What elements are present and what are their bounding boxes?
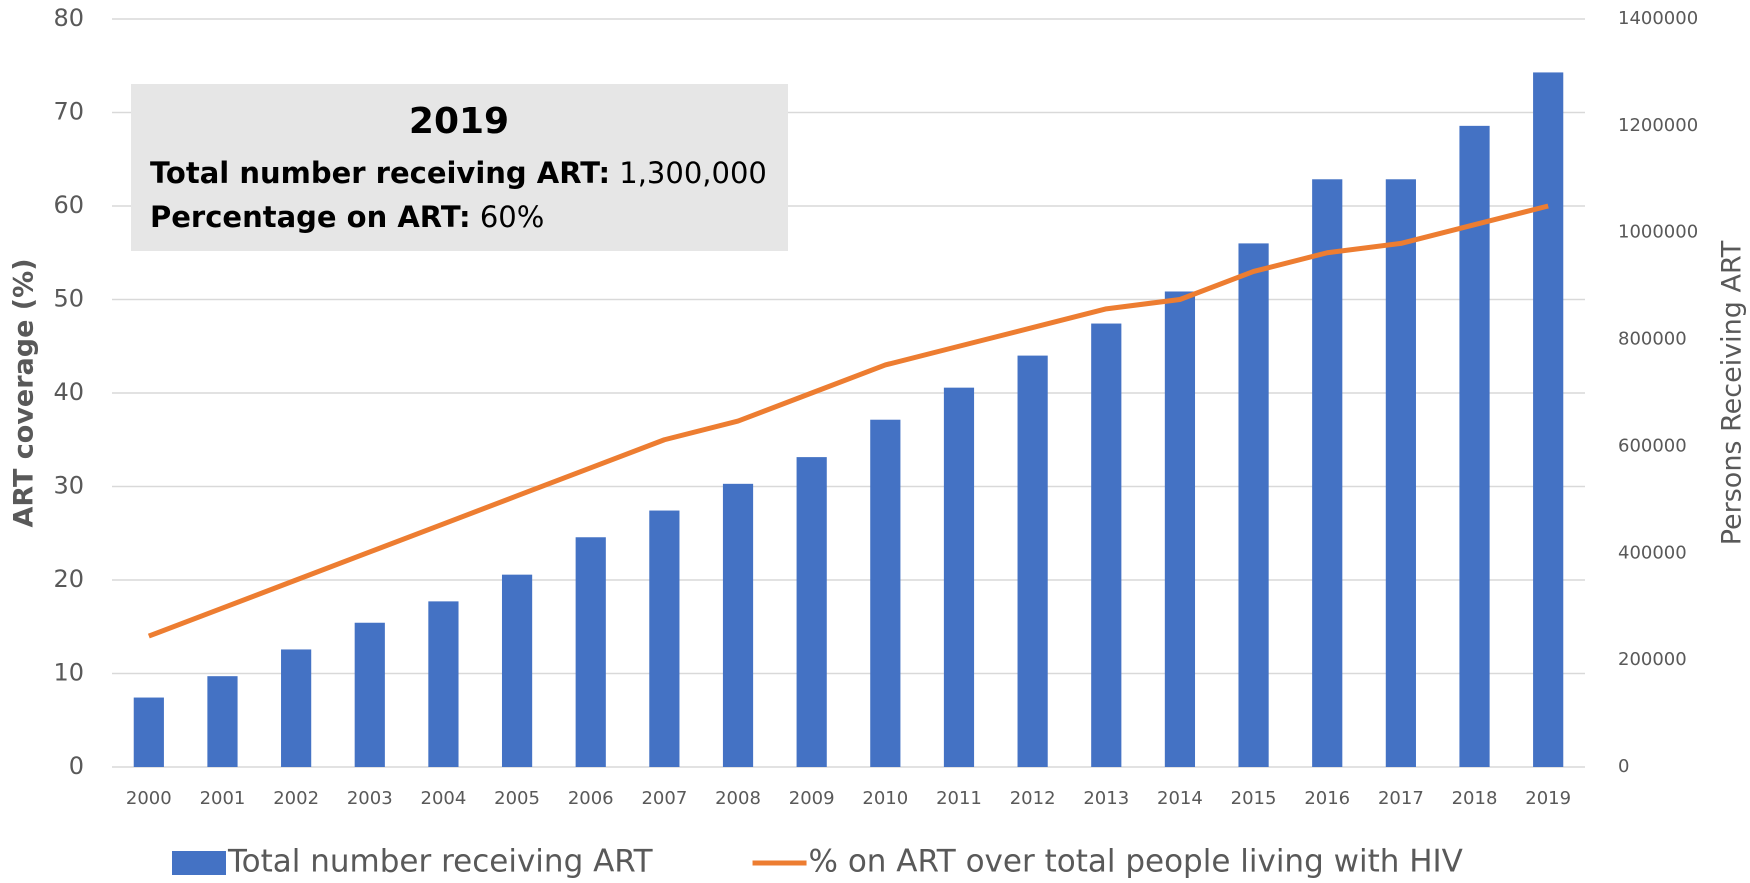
- x-tick-label: 2008: [715, 788, 761, 809]
- x-tick-label: 2009: [789, 788, 835, 809]
- x-tick-label: 2017: [1378, 788, 1424, 809]
- bar: [649, 510, 680, 767]
- y2-tick-label: 200000: [1618, 649, 1687, 670]
- y-tick-label: 50: [53, 285, 84, 313]
- y-tick-label: 60: [53, 191, 84, 219]
- bar: [1385, 179, 1416, 768]
- y2-tick-label: 0: [1618, 756, 1629, 777]
- bar: [1238, 243, 1269, 767]
- y2-tick-label: 600000: [1618, 435, 1687, 456]
- y2-tick-label: 400000: [1618, 542, 1687, 563]
- x-tick-label: 2013: [1083, 788, 1129, 809]
- bar: [428, 601, 459, 767]
- y2-axis-label: Persons Receiving ART: [1717, 240, 1748, 545]
- x-tick-label: 2015: [1231, 788, 1277, 809]
- bar: [1312, 179, 1343, 768]
- x-tick-label: 2007: [641, 788, 687, 809]
- y-tick-label: 10: [53, 659, 84, 687]
- bar: [501, 574, 533, 767]
- y-tick-label: 20: [53, 565, 84, 593]
- x-tick-label: 2000: [126, 788, 172, 809]
- x-tick-label: 2019: [1525, 788, 1571, 809]
- annotation-label: Total number receiving ART:: [150, 156, 610, 190]
- legend-label: % on ART over total people living with H…: [809, 844, 1463, 880]
- annotation-title: 2019: [409, 101, 509, 142]
- bar: [722, 483, 754, 767]
- bar: [354, 622, 385, 767]
- y-tick-label: 0: [69, 752, 84, 780]
- x-tick-label: 2014: [1157, 788, 1203, 809]
- x-tick-label: 2010: [862, 788, 908, 809]
- annotation-box: [131, 84, 788, 251]
- x-tick-label: 2006: [568, 788, 614, 809]
- x-tick-label: 2018: [1452, 788, 1498, 809]
- y-tick-label: 30: [53, 472, 84, 500]
- x-tick-label: 2001: [200, 788, 246, 809]
- bar: [133, 697, 164, 767]
- bar: [1459, 125, 1490, 768]
- y-tick-label: 40: [53, 378, 84, 406]
- annotation-value: 60%: [480, 200, 544, 234]
- y2-tick-label: 1000000: [1618, 222, 1698, 243]
- bar: [575, 537, 606, 767]
- legend-swatch: [172, 851, 226, 875]
- x-tick-label: 2002: [273, 788, 319, 809]
- y2-tick-label: 800000: [1618, 329, 1687, 350]
- annotation-line: Percentage on ART: 60%: [150, 200, 544, 234]
- y-axis-label: ART coverage (%): [9, 258, 40, 527]
- x-tick-label: 2016: [1304, 788, 1350, 809]
- bar: [1091, 323, 1122, 767]
- y-tick-label: 70: [53, 98, 84, 126]
- y2-tick-label: 1200000: [1618, 115, 1698, 136]
- legend-label: Total number receiving ART: [227, 844, 654, 880]
- bar: [1533, 72, 1564, 767]
- y2-tick-label: 1400000: [1618, 8, 1698, 29]
- x-tick-label: 2012: [1010, 788, 1056, 809]
- bar: [870, 419, 901, 767]
- bar: [281, 649, 312, 767]
- annotation-line: Total number receiving ART: 1,300,000: [150, 156, 767, 190]
- bar: [1017, 355, 1048, 767]
- annotation-label: Percentage on ART:: [150, 200, 471, 234]
- bar: [1164, 291, 1196, 767]
- x-tick-label: 2004: [421, 788, 467, 809]
- line: [147, 203, 1549, 639]
- bar: [207, 676, 238, 767]
- bar: [796, 457, 827, 767]
- x-tick-label: 2011: [936, 788, 982, 809]
- bar: [943, 387, 975, 767]
- x-tick-label: 2005: [494, 788, 540, 809]
- y-tick-label: 80: [53, 4, 84, 32]
- annotation-value: 1,300,000: [619, 156, 767, 190]
- x-tick-label: 2003: [347, 788, 393, 809]
